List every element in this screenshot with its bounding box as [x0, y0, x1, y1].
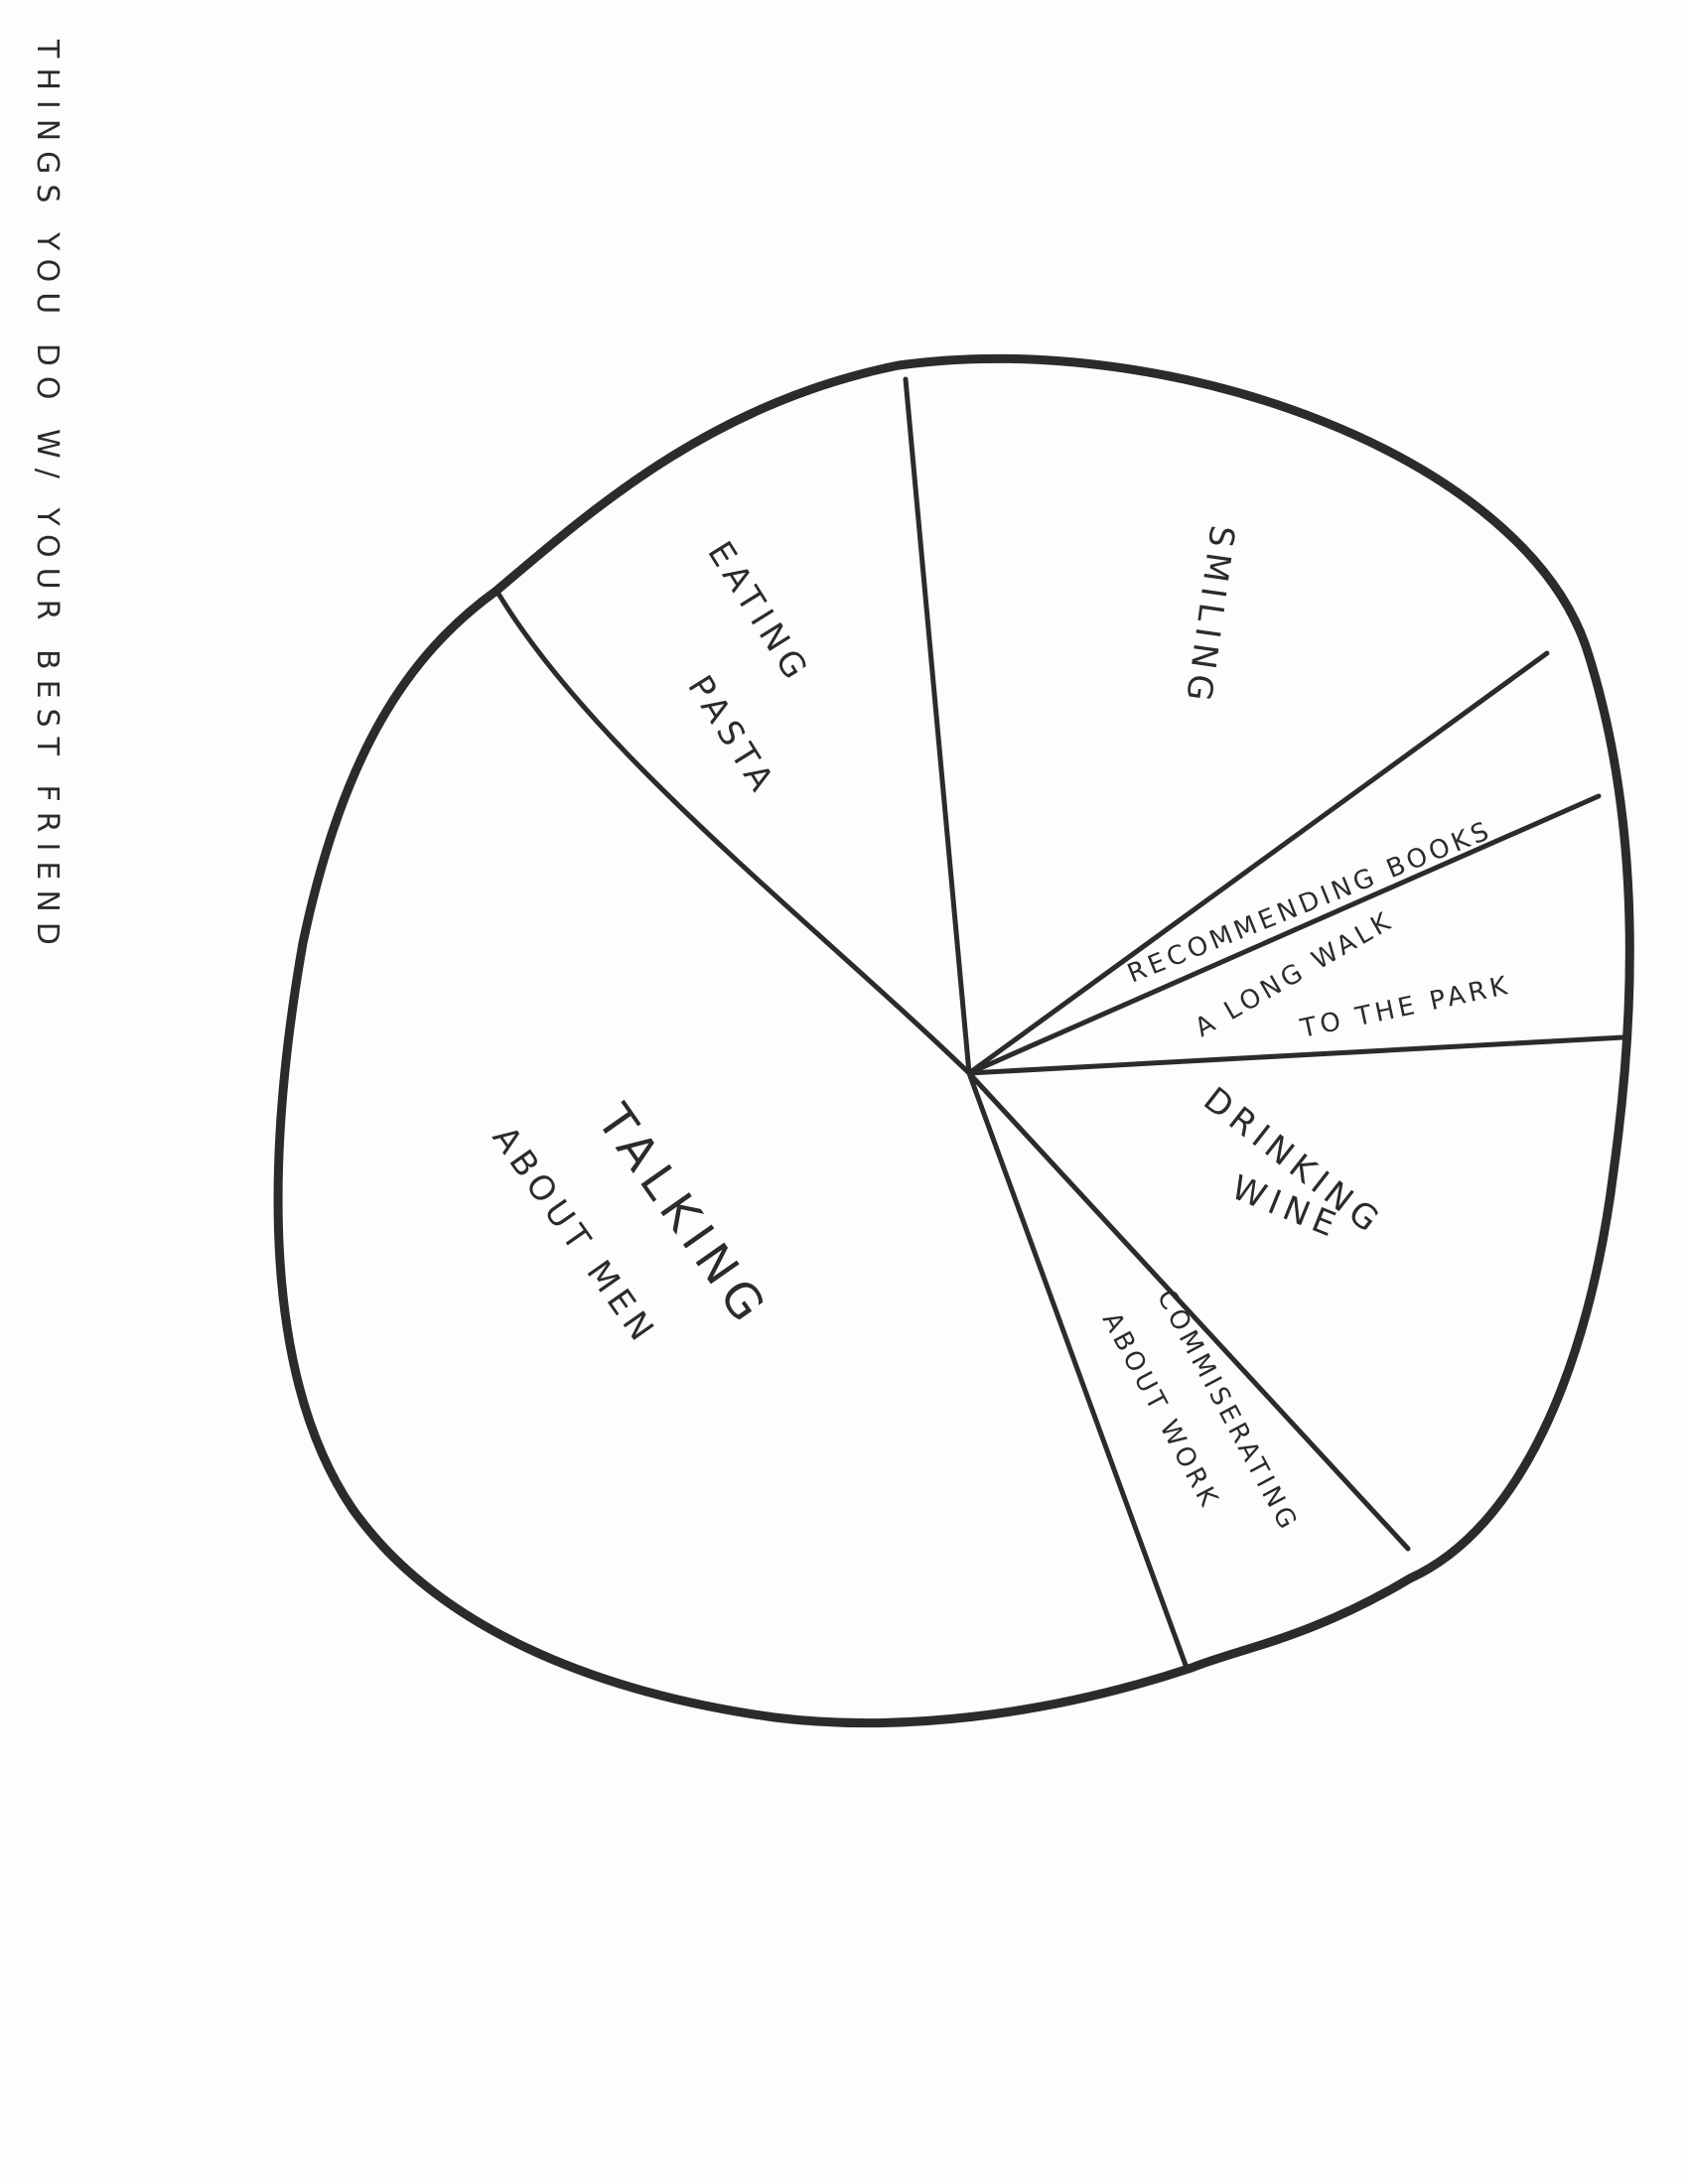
divider-books-walk [966, 793, 1602, 1076]
label-eating-pasta-line2: PASTA [679, 669, 783, 803]
label-long-walk-line2: TO THE PARK [1297, 971, 1513, 1044]
divider-smiling-books [966, 650, 1550, 1076]
label-eating-pasta-line1: EATING [699, 535, 817, 691]
divider-wine-commiserating [966, 1070, 1411, 1552]
divider-talking-pasta [495, 591, 972, 1076]
chart-title: THINGS YOU DO W/ YOUR BEST FRIEND [30, 39, 65, 955]
label-smiling: SMILING [1178, 523, 1242, 709]
divider-smiling-pasta [903, 376, 972, 1076]
divider-walk-wine [966, 1034, 1626, 1076]
slice-dividers [495, 376, 1626, 1671]
pie-outline [273, 354, 1634, 1728]
slice-labels: SMILING RECOMMENDING BOOKS A LONG WALK T… [485, 523, 1514, 1538]
divider-commiserating-talking [966, 1070, 1190, 1671]
